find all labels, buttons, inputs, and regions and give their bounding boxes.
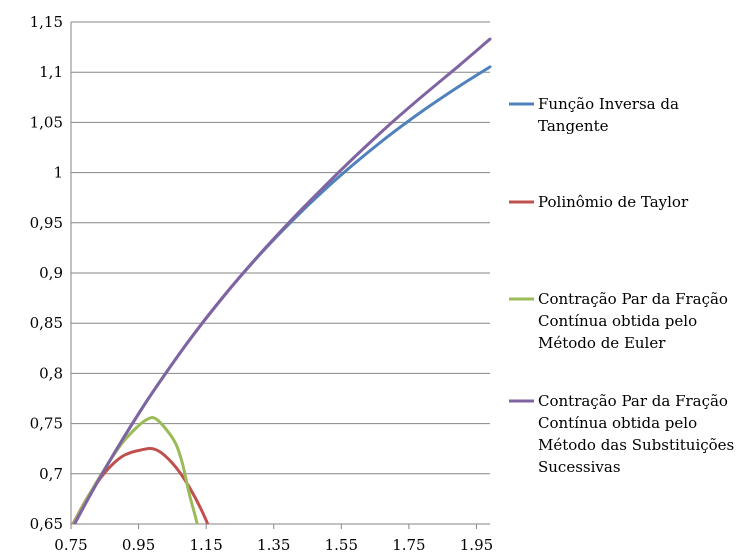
legend-label: Contração Par da Fração [538, 290, 728, 308]
legend-label: Tangente [538, 117, 609, 135]
y-tick-label: 0,85 [30, 314, 63, 332]
y-tick-label: 0,75 [30, 415, 63, 433]
legend: Função Inversa da Tangente Polinômio de Ta… [509, 95, 734, 476]
x-tick-label: 1.55 [325, 536, 358, 554]
gridlines [71, 21, 490, 475]
legend-label: Método de Euler [538, 334, 666, 352]
legend-label: Contínua obtida pelo [538, 312, 697, 330]
y-tick-label: 1 [53, 164, 63, 182]
series-line-arctan [72, 65, 492, 524]
y-tick-label: 1,15 [30, 13, 63, 31]
y-tick-label: 0,9 [39, 264, 63, 282]
x-tick-label: 0.95 [122, 536, 155, 554]
x-tick-label: 1.95 [460, 536, 493, 554]
legend-label: Sucessivas [538, 458, 621, 476]
legend-entry-substitution: Contração Par da Fração Contínua obtida p… [509, 392, 734, 476]
x-tick-label: 1.35 [257, 536, 290, 554]
legend-entry-taylor: Polinômio de Taylor [509, 193, 689, 211]
series-line-euler [71, 416, 199, 524]
series-line-taylor [71, 447, 210, 524]
x-tick-label: 0.75 [54, 536, 87, 554]
y-tick-label: 1,1 [39, 63, 63, 81]
series-line-substitution [72, 37, 492, 524]
legend-label: Polinômio de Taylor [538, 193, 689, 211]
tick-labels: 0,65 0,7 0,75 0,8 0,85 0,9 0,95 1 1,05 1,1 1,15 0.7… [30, 13, 494, 554]
x-tick-label: 1.15 [189, 536, 222, 554]
legend-label: Contínua obtida pelo [538, 414, 697, 432]
series-lines [71, 37, 492, 524]
y-tick-label: 0,8 [39, 364, 63, 382]
legend-label: Função Inversa da [538, 95, 679, 113]
y-tick-label: 0,95 [30, 214, 63, 232]
legend-label: Método das Substituições [538, 436, 734, 454]
legend-entry-arctan: Função Inversa da Tangente [509, 95, 679, 135]
legend-label: Contração Par da Fração [538, 392, 728, 410]
y-tick-label: 0,65 [30, 515, 63, 533]
axes [70, 22, 490, 529]
y-tick-label: 0,7 [39, 465, 63, 483]
x-tick-label: 1.75 [392, 536, 425, 554]
y-tick-label: 1,05 [30, 113, 63, 131]
legend-entry-euler: Contração Par da Fração Contínua obtida p… [509, 290, 728, 352]
